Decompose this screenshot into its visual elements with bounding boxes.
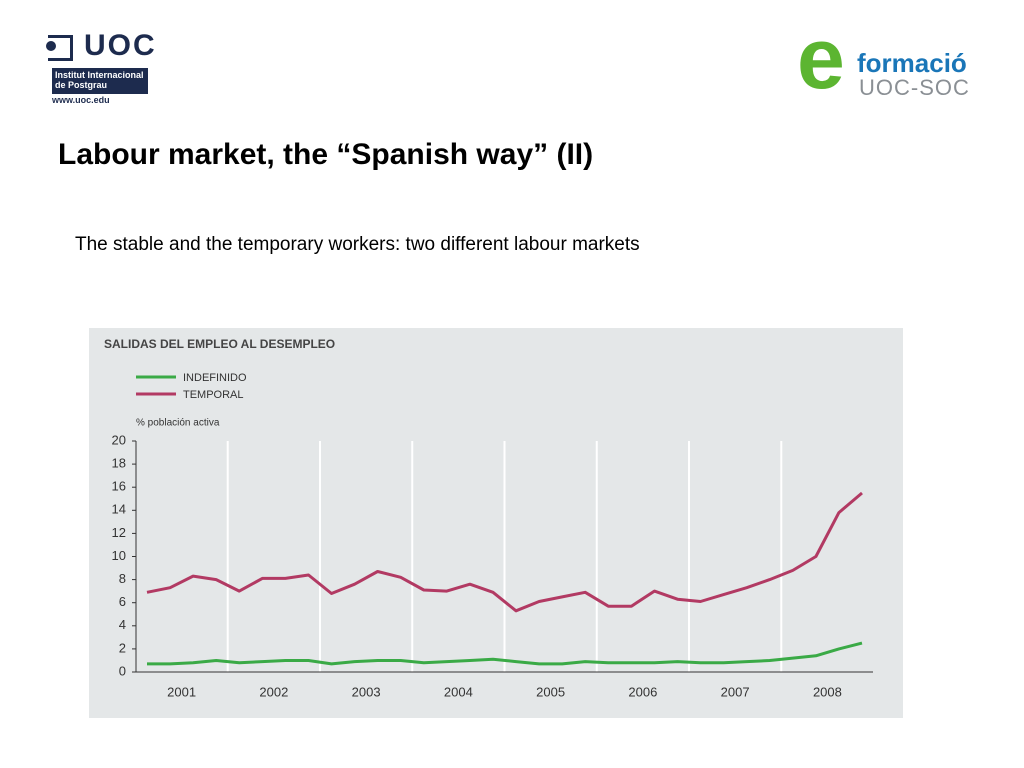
x-tick-label: 2001 (167, 684, 196, 699)
logo-dot (46, 41, 56, 51)
x-tick-label: 2008 (813, 684, 842, 699)
y-axis-label: % población activa (136, 418, 220, 429)
logo-e: e (797, 11, 845, 107)
x-tick-label: 2004 (444, 684, 473, 699)
x-tick-label: 2002 (259, 684, 288, 699)
series-line (147, 641, 863, 666)
logo-square (48, 35, 73, 61)
logo-formacio: formació (857, 48, 967, 78)
legend-label: INDEFINIDO (183, 372, 247, 384)
x-tick-label: 2006 (628, 684, 657, 699)
y-tick-label: 20 (112, 432, 126, 447)
y-tick-label: 18 (112, 456, 126, 471)
y-tick-label: 14 (112, 502, 126, 517)
chart-title: SALIDAS DEL EMPLEO AL DESEMPLEO (104, 337, 335, 351)
y-tick-label: 10 (112, 548, 126, 563)
y-tick-label: 2 (119, 640, 126, 655)
x-tick-label: 2007 (721, 684, 750, 699)
logo-url: www.uoc.edu (52, 95, 110, 105)
y-tick-label: 12 (112, 525, 126, 540)
x-tick-label: 2003 (352, 684, 381, 699)
logo-name: UOC (84, 29, 157, 62)
slide-subtitle: The stable and the temporary workers: tw… (75, 234, 640, 255)
series-line (146, 491, 863, 613)
logo-uoc-soc: UOC-SOC (859, 75, 970, 100)
y-tick-label: 6 (119, 594, 126, 609)
x-tick-label: 2005 (536, 684, 565, 699)
y-tick-label: 0 (119, 663, 126, 678)
slide-title: Labour market, the “Spanish way” (II) (58, 138, 594, 171)
logo-institute: Institut Internacional de Postgrau (52, 68, 148, 94)
y-tick-label: 8 (119, 571, 126, 586)
legend-label: TEMPORAL (183, 389, 244, 401)
y-tick-label: 4 (119, 617, 126, 632)
y-tick-label: 16 (112, 479, 126, 494)
